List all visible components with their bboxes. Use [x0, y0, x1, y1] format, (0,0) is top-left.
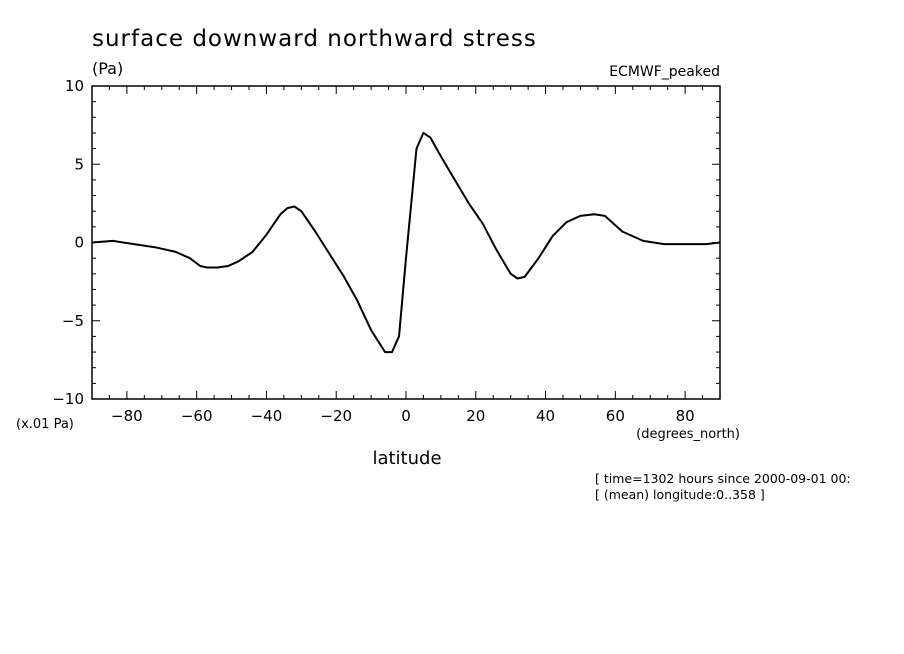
axis-ticks: [91, 85, 721, 400]
dataset-label: ECMWF_peaked: [609, 64, 720, 80]
annotation-longitude: [ (mean) longitude:0..358 ]: [595, 487, 765, 502]
y-tick-label: −10: [52, 390, 84, 408]
scale-label: (x.01 Pa): [16, 417, 74, 432]
x-tick-label: −20: [320, 407, 352, 425]
x-tick-label: 20: [466, 407, 485, 425]
y-tick-label: 0: [74, 234, 84, 252]
y-tick-label: 5: [74, 155, 84, 173]
y-units-label: (Pa): [92, 59, 123, 78]
x-axis-label: latitude: [372, 448, 441, 469]
axis-tick-labels: −80 −60 −40 −20 0 20 40 60 80 −10 −5 0 5 10: [52, 77, 694, 425]
y-tick-label: 10: [65, 77, 84, 95]
x-tick-label: 60: [606, 407, 625, 425]
x-units-label: (degrees_north): [636, 427, 740, 442]
chart-title: surface downward northward stress: [92, 26, 537, 52]
x-tick-label: 80: [676, 407, 695, 425]
annotation-time: [ time=1302 hours since 2000-09-01 00:: [595, 471, 851, 486]
x-tick-label: −80: [111, 407, 143, 425]
x-tick-label: 40: [536, 407, 555, 425]
x-tick-label: −40: [251, 407, 283, 425]
y-tick-label: −5: [62, 312, 84, 330]
x-tick-label: −60: [181, 407, 213, 425]
series-line: [91, 131, 721, 354]
x-tick-label: 0: [401, 407, 411, 425]
